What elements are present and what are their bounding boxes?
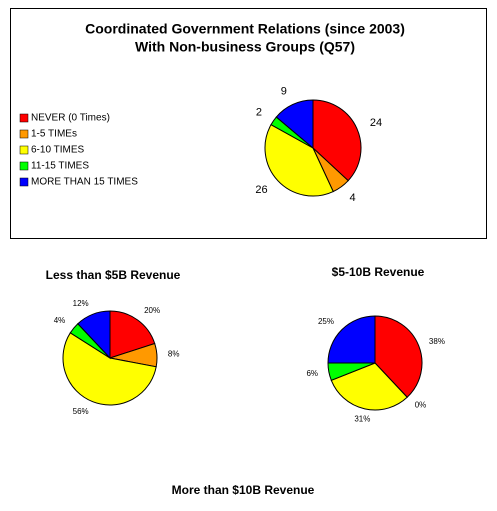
pie-slice [330, 362, 408, 411]
data-label: 8% [168, 349, 180, 358]
data-label: 31% [354, 415, 370, 424]
legend-label: 6-10 TIMES [31, 145, 84, 156]
pie-slice [77, 310, 111, 360]
data-label: 24 [370, 117, 382, 129]
data-label: 0% [415, 400, 427, 409]
pie-slice [374, 315, 423, 398]
data-label: 4 [349, 192, 355, 204]
data-label: 26 [255, 184, 267, 196]
data-label: 56% [73, 407, 89, 416]
data-label: 9 [281, 86, 287, 98]
legend-label: 1-5 TIMEs [31, 129, 77, 140]
chart-frame [10, 8, 487, 239]
data-label: 6% [306, 369, 318, 378]
data-label: 12% [73, 299, 89, 308]
chart-subtitle: With Non-business Groups (Q57) [135, 39, 355, 55]
pie-slice [312, 99, 362, 182]
legend-swatch [19, 113, 29, 123]
legend-label: MORE THAN 15 TIMES [31, 177, 138, 188]
pie-slice [109, 310, 156, 359]
legend-label: 11-15 TIMES [31, 161, 89, 172]
data-label: 38% [429, 337, 445, 346]
data-label: 2 [256, 107, 262, 119]
pie-slice [264, 123, 334, 197]
data-label: 4% [54, 316, 66, 325]
pie-slice [327, 315, 376, 364]
legend-swatch [19, 145, 29, 155]
data-label: 20% [144, 306, 160, 315]
pie-slice [275, 99, 314, 150]
legend-label: NEVER (0 Times) [31, 113, 110, 124]
chart-title: $5-10B Revenue [332, 265, 425, 279]
legend-swatch [19, 177, 29, 187]
legend-swatch [19, 129, 29, 139]
chart-title: More than $10B Revenue [172, 483, 315, 497]
chart-title: Coordinated Government Relations (since … [85, 21, 405, 37]
chart-title: Less than $5B Revenue [46, 268, 181, 282]
data-label: 25% [318, 317, 334, 326]
legend-swatch [19, 161, 29, 171]
pie-slice [62, 332, 157, 406]
